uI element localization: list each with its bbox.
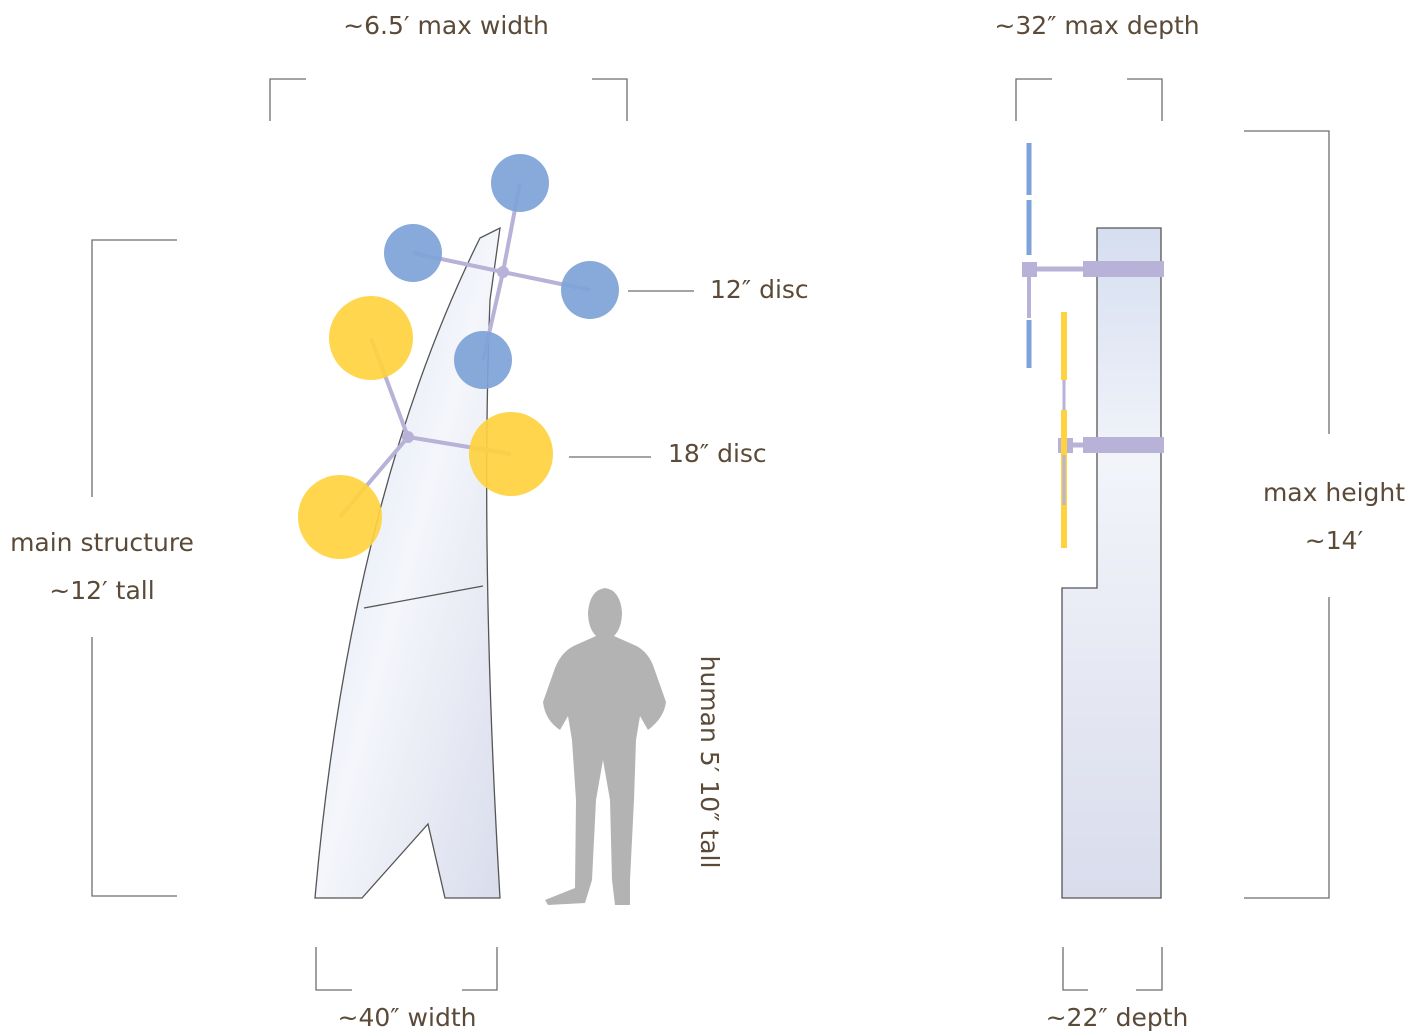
label: ~32″ max depth — [994, 11, 1199, 40]
structure-side — [1061, 227, 1162, 899]
discs — [298, 154, 619, 559]
human-silhouette — [543, 588, 666, 905]
brackets — [91, 78, 1330, 991]
label: ~6.5′ max width — [343, 11, 549, 40]
structure-front — [314, 226, 501, 899]
label: ~12′ tall — [49, 576, 154, 605]
label: ~22″ depth — [1046, 1003, 1189, 1032]
label: 18″ disc — [668, 439, 767, 468]
label: human 5′ 10″ tall — [695, 656, 724, 869]
label: max height — [1263, 478, 1405, 507]
label: 12″ disc — [710, 275, 809, 304]
label: main structure — [10, 528, 194, 557]
side-hardware — [1022, 143, 1164, 548]
label: ~14′ — [1305, 526, 1364, 555]
structure-seam — [363, 585, 484, 609]
label: ~40″ width — [338, 1003, 477, 1032]
